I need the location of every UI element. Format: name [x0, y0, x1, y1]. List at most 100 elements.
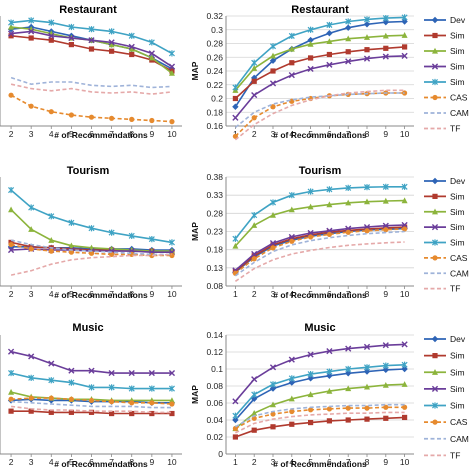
legend-label: Sim [450, 62, 465, 72]
data-point [345, 58, 352, 65]
y-tick-label: 0.08 [206, 381, 223, 391]
data-point [307, 371, 314, 378]
legend-item: TF [424, 450, 460, 460]
data-point [28, 246, 34, 252]
y-tick-label: 0.24 [206, 66, 223, 76]
legend-marker [431, 16, 439, 24]
data-point [308, 55, 314, 61]
data-point [326, 61, 333, 68]
x-tick-label: 10 [400, 289, 410, 299]
series-1 [232, 365, 408, 424]
x-tick-label: 8 [365, 129, 370, 139]
x-tick-label: 10 [400, 129, 410, 139]
x-axis-label: # of Recommendations [273, 290, 367, 300]
legend-item: Sim [424, 222, 465, 232]
x-tick-label: 3 [271, 289, 276, 299]
legend-marker [432, 369, 438, 375]
series-5 [232, 14, 408, 91]
chart-panel-left-bottom: 2 3 4 5 6 7 8 9 10 Music # of Recommendations [0, 322, 182, 469]
series-5 [232, 183, 408, 242]
series-line [234, 199, 405, 247]
x-tick-label: 8 [129, 289, 134, 299]
data-point [68, 367, 75, 374]
data-point [48, 248, 54, 254]
data-point [88, 225, 95, 232]
series-line [10, 76, 172, 89]
series-line [234, 224, 405, 272]
data-point [128, 45, 135, 52]
data-point [108, 369, 115, 377]
data-point [269, 381, 277, 388]
x-tick-label: 1 [233, 289, 238, 299]
x-tick-label: 4 [289, 129, 294, 139]
data-point [28, 226, 35, 232]
legend: Dev Sim Sim Sim Sim CAS CAM TF [424, 334, 469, 460]
data-point [8, 396, 14, 402]
data-point [28, 374, 35, 381]
legend-item: CAM [424, 434, 469, 444]
chart-title: Restaurant [291, 4, 349, 16]
x-tick-label: 9 [149, 457, 154, 467]
x-tick-label: 6 [327, 457, 332, 467]
data-point [149, 400, 155, 406]
legend-item: TF [424, 124, 460, 134]
data-point [270, 242, 276, 248]
data-point [68, 396, 74, 402]
data-point [128, 385, 135, 392]
data-point [326, 418, 332, 424]
x-tick-label: 5 [308, 289, 313, 299]
legend-marker [432, 419, 438, 425]
data-point [232, 416, 239, 424]
data-point [326, 51, 332, 58]
legend-label: Sim [450, 384, 465, 394]
data-point [401, 381, 408, 387]
data-point [108, 229, 115, 236]
series-8 [10, 253, 172, 276]
data-point [289, 408, 295, 415]
legend-label: Dev [450, 334, 466, 344]
series-line [10, 253, 172, 276]
series-line [10, 83, 172, 95]
data-point [251, 115, 257, 121]
legend-label: CAS [450, 253, 468, 263]
series-line [234, 92, 405, 137]
x-tick-label: 3 [29, 129, 34, 139]
data-point [68, 249, 74, 255]
series-line [234, 383, 405, 430]
data-point [88, 397, 95, 404]
data-point [251, 59, 258, 66]
data-point [363, 55, 371, 62]
x-tick-label: 5 [69, 129, 74, 139]
data-point [270, 245, 276, 251]
data-point [270, 211, 276, 218]
legend-item: Dev [424, 176, 466, 186]
legend-item: CAS [424, 93, 468, 103]
series-5 [8, 17, 175, 57]
data-point [401, 183, 408, 190]
data-point [232, 95, 238, 102]
legend-label: Dev [450, 176, 466, 186]
data-point [288, 206, 295, 213]
series-line [234, 20, 405, 108]
data-point [307, 203, 314, 210]
x-tick-label: 7 [109, 129, 114, 139]
data-point [48, 237, 55, 243]
x-axis-label: # of Recommendations [273, 130, 367, 140]
data-point [270, 424, 276, 430]
legend-label: TF [450, 450, 460, 460]
data-point [232, 114, 239, 121]
data-point [382, 53, 389, 60]
series-line [234, 241, 405, 282]
series-7 [10, 76, 172, 89]
data-point [232, 242, 239, 249]
legend-item: Sim [424, 207, 465, 217]
x-tick-label: 10 [167, 457, 177, 467]
series-6 [8, 92, 175, 125]
data-point [363, 364, 371, 371]
data-point [382, 362, 389, 369]
data-point [68, 409, 74, 415]
data-point [48, 109, 54, 115]
y-tick-label: 0.14 [206, 330, 223, 340]
y-tick-label: 0.02 [206, 432, 223, 442]
data-point [68, 112, 74, 118]
